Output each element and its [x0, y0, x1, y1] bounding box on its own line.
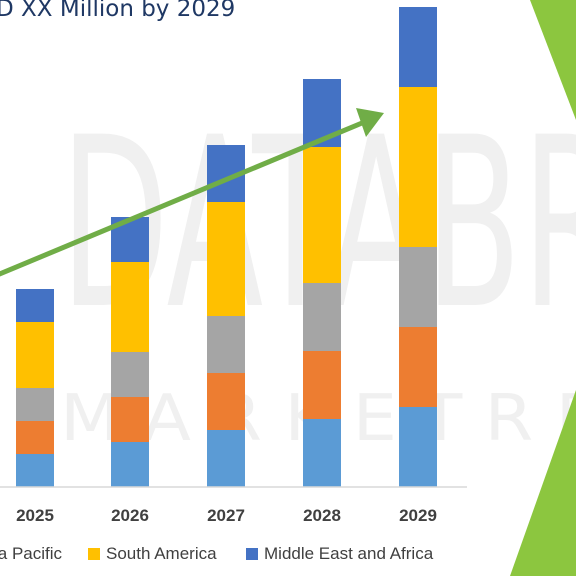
- bar-segment-2026-3: [111, 307, 149, 352]
- bar-segment-2026-0: [111, 442, 149, 487]
- x-tick-labels: 2025 2026 2027 2028 2029: [16, 506, 437, 525]
- bar-segment-2029-5: [399, 7, 437, 87]
- bar-segment-2028-1: [303, 351, 341, 419]
- x-tick-label-2029: 2029: [399, 506, 437, 525]
- bar-segment-2029-1: [399, 327, 437, 407]
- legend-swatch-middle-east-africa: [246, 548, 258, 560]
- bar-segment-2027-2: [207, 316, 245, 373]
- legend-swatch-south-america: [88, 548, 100, 560]
- bar-segment-2026-2: [111, 352, 149, 397]
- x-tick-label-2028: 2028: [303, 506, 341, 525]
- bar-segment-2025-0: [16, 454, 54, 487]
- bars-group: [16, 7, 437, 487]
- x-tick-label-2025: 2025: [16, 506, 54, 525]
- decorative-stripe-top: [530, 0, 576, 120]
- legend-item-asia-pacific: ia Pacific: [0, 544, 62, 564]
- decorative-stripe-bottom: [510, 390, 576, 576]
- bar-segment-2028-4: [303, 147, 341, 215]
- bar-segment-2027-4: [207, 202, 245, 259]
- trend-arrow-head: [356, 108, 384, 137]
- bar-segment-2027-3: [207, 259, 245, 316]
- legend-label-asia-pacific: ia Pacific: [0, 544, 63, 563]
- chart-title: D XX Million by 2029: [0, 0, 236, 22]
- legend-item-south-america: South America: [88, 544, 217, 564]
- bar-segment-2029-2: [399, 247, 437, 327]
- x-tick-label-2026: 2026: [111, 506, 149, 525]
- legend-label-middle-east-africa: Middle East and Africa: [264, 544, 434, 563]
- trend-arrow-line: [0, 120, 363, 277]
- bar-segment-2025-2: [16, 388, 54, 421]
- bar-segment-2025-3: [16, 355, 54, 388]
- bar-segment-2025-1: [16, 421, 54, 454]
- bar-segment-2028-2: [303, 283, 341, 351]
- bar-segment-2025-4: [16, 322, 54, 355]
- bar-segment-2026-1: [111, 397, 149, 442]
- bar-segment-2029-4: [399, 87, 437, 167]
- legend-label-south-america: South America: [106, 544, 217, 563]
- bar-segment-2027-1: [207, 373, 245, 430]
- bar-segment-2026-4: [111, 262, 149, 307]
- x-tick-label-2027: 2027: [207, 506, 245, 525]
- bar-segment-2028-3: [303, 215, 341, 283]
- legend-item-middle-east-africa: Middle East and Africa: [246, 544, 433, 564]
- bar-segment-2029-3: [399, 167, 437, 247]
- bar-segment-2027-0: [207, 430, 245, 487]
- legend: ia Pacific South America Middle East and…: [0, 544, 576, 568]
- bar-segment-2029-0: [399, 407, 437, 487]
- bar-segment-2028-0: [303, 419, 341, 487]
- bar-segment-2025-5: [16, 289, 54, 322]
